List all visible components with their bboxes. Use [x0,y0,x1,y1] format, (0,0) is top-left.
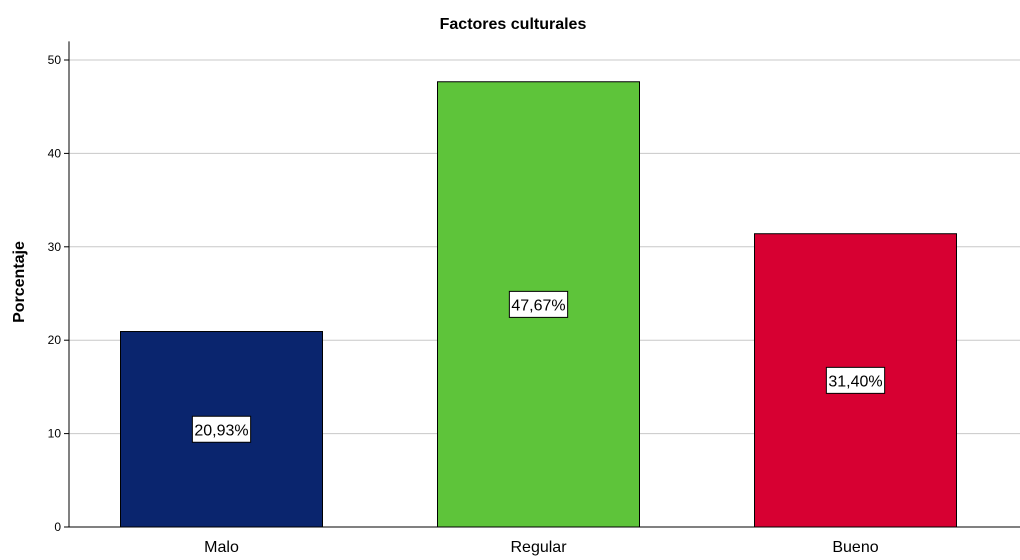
chart-title: Factores culturales [440,16,587,33]
y-tick-labels: 0 10 20 30 40 50 [48,53,62,534]
x-tick-labels: Malo Regular Bueno [204,539,879,556]
data-label-text: 20,93% [194,422,248,439]
data-label-box [825,366,886,394]
y-tick-label: 20 [48,333,62,347]
data-label: 20,93% [191,415,252,443]
data-label-box [508,290,569,318]
x-tick-label: Malo [204,539,239,556]
data-labels: 20,93% 47,67% 31,40% [191,290,886,443]
y-axis-label: Porcentaje [11,241,28,323]
x-tick-label: Regular [510,539,567,556]
y-tick-label: 30 [48,240,62,254]
y-tick-label: 10 [48,427,62,441]
data-label: 47,67% [508,290,569,318]
data-label: 31,40% [825,366,886,394]
data-label-box [191,415,252,443]
data-label-text: 47,67% [511,297,565,314]
x-tick-label: Bueno [832,539,878,556]
y-tick-label: 0 [54,520,61,534]
y-tick-label: 40 [48,146,62,160]
y-tick-label: 50 [48,53,62,67]
data-label-text: 31,40% [828,373,882,390]
axes [68,41,1020,528]
